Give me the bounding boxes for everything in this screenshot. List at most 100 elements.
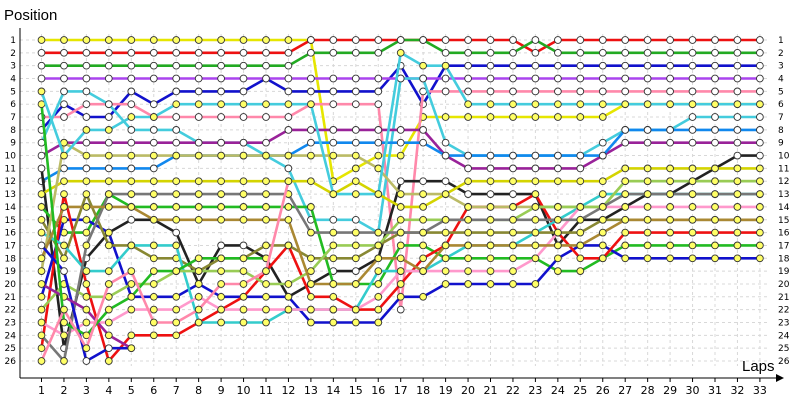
data-point	[688, 203, 697, 211]
data-point	[127, 215, 136, 224]
data-point	[307, 305, 315, 314]
data-point	[239, 292, 248, 301]
x-tick-label: 15	[349, 384, 363, 397]
data-point	[374, 48, 383, 57]
data-point	[149, 151, 158, 160]
data-point	[733, 100, 742, 109]
data-point	[531, 113, 540, 121]
y-tick-label-left: 12	[5, 177, 16, 187]
data-point	[576, 100, 585, 109]
data-point	[576, 203, 585, 211]
data-point	[509, 203, 517, 211]
y-tick-label-left: 21	[5, 293, 16, 303]
data-point	[217, 318, 225, 327]
data-point	[688, 87, 697, 96]
data-point	[756, 87, 764, 96]
data-point	[554, 215, 562, 224]
data-point	[486, 267, 495, 275]
data-point	[284, 87, 293, 96]
data-point	[688, 113, 697, 121]
data-point	[621, 126, 630, 134]
data-point	[239, 138, 248, 147]
data-point	[37, 190, 46, 198]
data-point	[509, 48, 517, 57]
y-tick-label-right: 1	[778, 36, 784, 46]
x-tick-label: 4	[105, 384, 112, 397]
data-point	[172, 292, 181, 301]
data-point	[37, 241, 46, 250]
series-line	[40, 180, 290, 362]
data-point	[666, 190, 674, 198]
data-point	[217, 215, 225, 224]
data-point	[82, 318, 91, 327]
data-point	[711, 177, 719, 186]
data-point	[509, 177, 517, 186]
data-point	[688, 164, 697, 173]
data-point	[509, 151, 517, 160]
data-point	[419, 36, 427, 44]
data-point	[60, 357, 68, 365]
y-tick-label-right: 17	[778, 241, 789, 251]
y-tick-label-right: 9	[778, 139, 784, 149]
data-point	[149, 61, 158, 70]
data-point	[82, 292, 91, 301]
data-point	[127, 61, 136, 70]
y-tick-label-left: 7	[10, 113, 16, 123]
data-point	[217, 61, 225, 70]
data-point	[60, 318, 68, 327]
data-point	[37, 228, 46, 237]
data-point	[643, 215, 652, 224]
data-point	[262, 138, 270, 147]
data-point	[509, 113, 517, 121]
data-point	[262, 203, 270, 211]
data-point	[82, 61, 91, 70]
data-point	[464, 74, 472, 83]
data-point	[441, 113, 450, 121]
data-point	[666, 87, 674, 96]
data-point	[756, 203, 764, 211]
data-point	[60, 48, 68, 57]
data-point	[149, 113, 158, 121]
x-tick-label: 31	[708, 384, 722, 397]
x-tick-label: 33	[753, 384, 767, 397]
data-point	[37, 215, 46, 224]
data-point	[598, 48, 607, 57]
data-point	[104, 48, 113, 57]
data-point	[172, 138, 181, 147]
data-point	[419, 126, 427, 134]
data-point	[464, 61, 472, 70]
series-24	[37, 100, 270, 340]
data-point	[756, 48, 764, 57]
data-point	[127, 48, 136, 57]
data-point	[82, 87, 91, 96]
data-point	[531, 203, 540, 211]
x-tick-label: 17	[394, 384, 408, 397]
data-point	[554, 61, 562, 70]
y-tick-label-left: 9	[10, 139, 16, 149]
data-point	[127, 164, 136, 173]
data-point	[37, 292, 46, 301]
y-tick-label-left: 15	[5, 216, 16, 226]
data-point	[733, 48, 742, 57]
data-point	[531, 280, 540, 288]
data-point	[239, 151, 248, 160]
data-point	[194, 113, 203, 121]
series-25	[37, 177, 293, 365]
x-tick-label: 22	[506, 384, 520, 397]
data-point	[149, 318, 158, 327]
data-point	[643, 203, 652, 211]
data-point	[149, 126, 158, 134]
data-point	[419, 203, 427, 211]
data-point	[374, 305, 383, 314]
data-point	[486, 203, 495, 211]
data-point	[172, 305, 181, 314]
data-point	[127, 280, 136, 288]
data-point	[104, 151, 113, 160]
data-point	[756, 241, 764, 250]
data-point	[733, 36, 742, 44]
data-point	[82, 280, 91, 288]
y-tick-label-left: 6	[10, 100, 16, 110]
y-tick-label-left: 25	[5, 344, 16, 354]
data-point	[576, 267, 585, 275]
data-point	[127, 100, 136, 109]
